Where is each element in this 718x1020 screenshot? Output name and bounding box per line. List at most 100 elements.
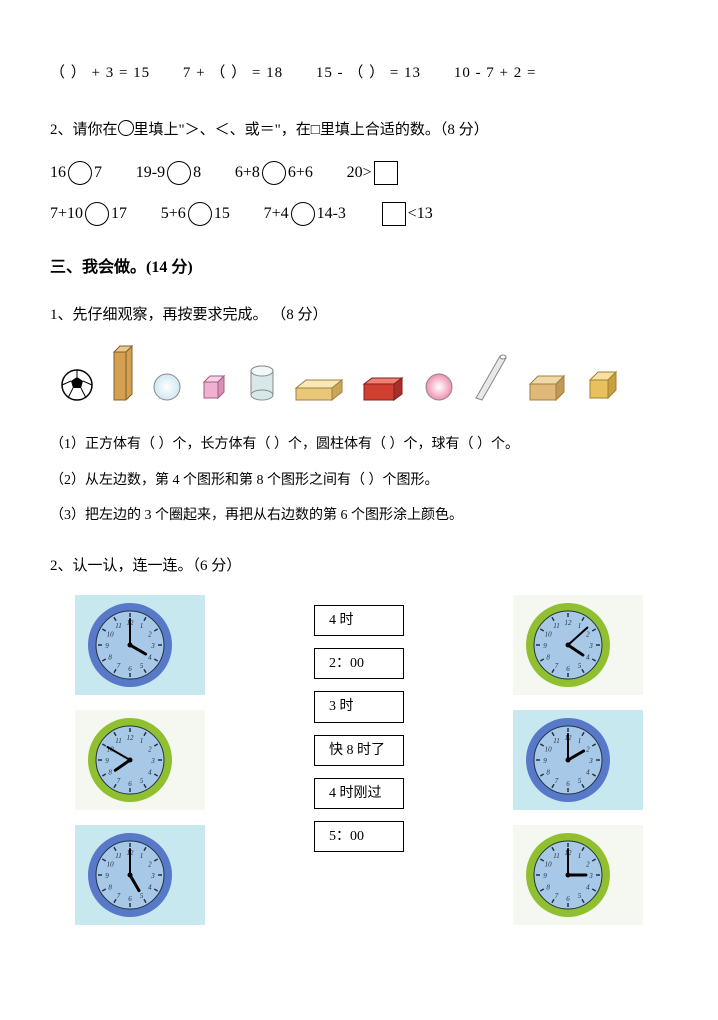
time-label[interactable]: 3 时 <box>314 691 404 722</box>
svg-text:11: 11 <box>553 622 559 630</box>
comp-right: 7 <box>94 164 102 181</box>
clock[interactable]: 121234567891011 <box>513 825 643 925</box>
shape-sphere <box>152 372 182 412</box>
time-label[interactable]: 2：00 <box>314 648 404 679</box>
equation-3: 15 - （ ） = 13 <box>316 65 421 81</box>
equation-row: （ ） + 3 = 15 7 + （ ） = 18 15 - （ ） = 13 … <box>50 60 668 87</box>
svg-text:12: 12 <box>127 734 135 742</box>
blank-circle[interactable] <box>167 161 191 185</box>
svg-text:2: 2 <box>586 745 590 753</box>
comp-left: 5+6 <box>161 205 186 222</box>
svg-text:6: 6 <box>128 665 132 673</box>
equation-4: 10 - 7 + 2 = <box>454 65 537 81</box>
blank-circle[interactable] <box>68 161 92 185</box>
comparison-row-1: 167 19-9 8 6+8 6+6 20> <box>50 159 668 188</box>
svg-text:9: 9 <box>105 757 109 765</box>
svg-text:6: 6 <box>128 780 132 788</box>
comp-right: 17 <box>111 205 127 222</box>
q3-2-title: 2、认一认，连一连。（6 分） <box>50 553 668 580</box>
svg-text:2: 2 <box>586 630 590 638</box>
comparison-row-2: 7+1017 5+615 7+414-3 <13 <box>50 200 668 229</box>
comp-right: 8 <box>193 164 201 181</box>
svg-text:2: 2 <box>586 860 590 868</box>
svg-text:3: 3 <box>150 757 155 765</box>
svg-text:9: 9 <box>543 872 547 880</box>
clock[interactable]: 121234567891011 <box>75 710 205 810</box>
svg-text:7: 7 <box>117 892 121 900</box>
svg-text:2: 2 <box>148 860 152 868</box>
clock[interactable]: 121234567891011 <box>513 710 643 810</box>
blank-square[interactable] <box>382 202 406 226</box>
clock[interactable]: 121234567891011 <box>75 825 205 925</box>
circle-icon <box>118 120 134 136</box>
svg-text:1: 1 <box>578 737 582 745</box>
svg-text:1: 1 <box>140 622 144 630</box>
comp-item: 7+1017 <box>50 200 127 229</box>
svg-text:6: 6 <box>128 895 132 903</box>
blank-square[interactable] <box>374 161 398 185</box>
shape-cube <box>586 368 620 412</box>
clock[interactable]: 121234567891011 <box>513 595 643 695</box>
svg-text:11: 11 <box>553 737 559 745</box>
svg-text:4: 4 <box>586 883 590 891</box>
comp-left: 20> <box>347 164 372 181</box>
section-3-title: 三、我会做。(14 分) <box>50 254 668 283</box>
clock-matching-section: 121234567891011 121234567891011 12123456… <box>50 595 668 925</box>
q2-instr-prefix: 2、请你在 <box>50 122 118 138</box>
time-labels-column: 4 时 2：00 3 时快 8 时了 4 时刚过 5：00 <box>230 595 488 925</box>
q2-instruction: 2、请你在里填上"＞、＜、或＝"，在□里填上合适的数。（8 分） <box>50 117 668 144</box>
svg-text:8: 8 <box>108 768 112 776</box>
blank-circle[interactable] <box>188 202 212 226</box>
shape-cube-small <box>200 372 230 412</box>
clocks-left-column: 121234567891011 121234567891011 12123456… <box>50 595 230 925</box>
svg-text:6: 6 <box>566 665 570 673</box>
time-label[interactable]: 4 时刚过 <box>314 778 404 809</box>
svg-text:8: 8 <box>546 653 550 661</box>
svg-text:2: 2 <box>148 630 152 638</box>
q3-1-sub3: （3）把左边的 3 个圈起来，再把从右边数的第 6 个图形涂上颜色。 <box>50 503 668 528</box>
q2-instr-mid: 里填上"＞、＜、或＝"，在□里填上合适的数。（8 分） <box>134 122 489 138</box>
svg-text:3: 3 <box>150 642 155 650</box>
svg-text:5: 5 <box>578 777 582 785</box>
time-label[interactable]: 快 8 时了 <box>314 735 404 766</box>
svg-text:4: 4 <box>586 768 590 776</box>
time-label[interactable]: 5：00 <box>314 821 404 852</box>
svg-text:7: 7 <box>555 892 559 900</box>
blank-circle[interactable] <box>262 161 286 185</box>
clock[interactable]: 121234567891011 <box>75 595 205 695</box>
svg-text:11: 11 <box>115 852 121 860</box>
svg-text:4: 4 <box>148 653 152 661</box>
blank-circle[interactable] <box>85 202 109 226</box>
shape-thin-rod <box>472 354 510 412</box>
svg-text:4: 4 <box>148 768 152 776</box>
q3-1-sub1: （1）正方体有（ ）个，长方体有（ ）个，圆柱体有（ ）个，球有（ ）个。 <box>50 432 668 457</box>
comp-item: 5+615 <box>161 200 230 229</box>
svg-text:6: 6 <box>566 780 570 788</box>
comp-right: 6+6 <box>288 164 313 181</box>
svg-text:6: 6 <box>566 895 570 903</box>
svg-text:10: 10 <box>545 860 553 868</box>
svg-text:5: 5 <box>578 892 582 900</box>
comp-item: 167 <box>50 159 102 188</box>
svg-text:5: 5 <box>140 777 144 785</box>
clocks-right-column: 121234567891011 121234567891011 12123456… <box>488 595 668 925</box>
comp-left: 6+8 <box>235 164 260 181</box>
svg-text:5: 5 <box>140 662 144 670</box>
svg-text:12: 12 <box>565 619 573 627</box>
svg-text:7: 7 <box>117 662 121 670</box>
svg-text:7: 7 <box>117 777 121 785</box>
time-label[interactable]: 4 时 <box>314 605 404 636</box>
comp-left: 19-9 <box>136 164 165 181</box>
q3-1-sub2: （2）从左边数，第 4 个图形和第 8 个图形之间有（ ）个图形。 <box>50 468 668 493</box>
blank-circle[interactable] <box>291 202 315 226</box>
svg-text:4: 4 <box>586 653 590 661</box>
comp-right: <13 <box>408 205 433 222</box>
svg-text:8: 8 <box>546 768 550 776</box>
svg-text:5: 5 <box>578 662 582 670</box>
comp-item: 19-9 8 <box>136 159 201 188</box>
svg-text:4: 4 <box>148 883 152 891</box>
svg-text:8: 8 <box>546 883 550 891</box>
svg-text:2: 2 <box>148 745 152 753</box>
svg-text:1: 1 <box>140 737 144 745</box>
svg-text:11: 11 <box>553 852 559 860</box>
